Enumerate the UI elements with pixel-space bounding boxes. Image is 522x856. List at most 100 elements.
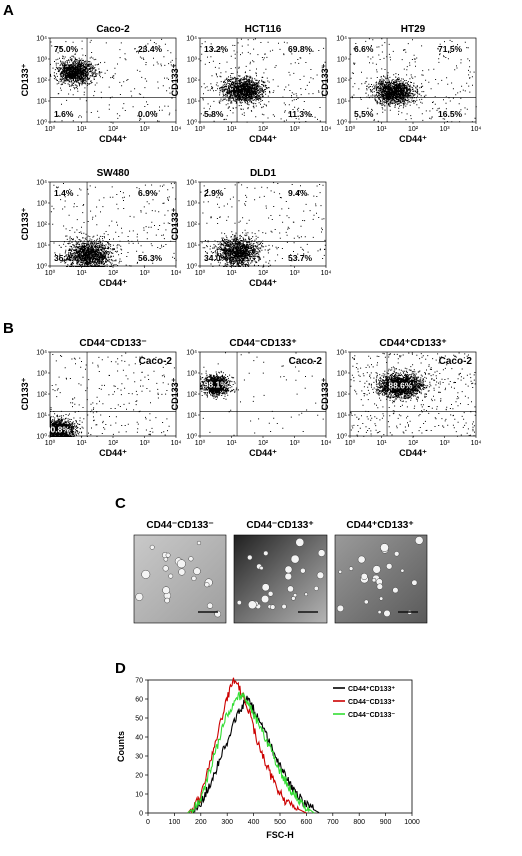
quadrant-percent-ur: 6.9% <box>138 188 158 198</box>
y-axis-label: CD133⁺ <box>20 63 30 96</box>
x-tick-label: 10² <box>108 440 119 447</box>
plot-title: CD44⁻CD133⁺ <box>229 338 296 349</box>
cell-sphere <box>290 554 300 564</box>
hist-y-tick-label: 30 <box>135 754 143 761</box>
cell-sphere <box>188 556 194 562</box>
hist-x-tick-label: 400 <box>248 819 260 826</box>
hist-y-tick-label: 10 <box>135 792 143 799</box>
y-tick-label: 10⁰ <box>36 433 47 441</box>
cell-sphere <box>284 565 293 574</box>
cell-sphere <box>135 592 144 601</box>
hist-x-tick-label: 800 <box>353 819 365 826</box>
population-percent: 90.8% <box>46 425 71 435</box>
y-tick-label: 10² <box>37 392 48 399</box>
x-tick-label: 10³ <box>289 440 300 447</box>
cell-sphere <box>379 596 384 601</box>
histogram-chart: 0 100 200 300 400 500 600 700 800 900 1000 0 10 20 30 4… <box>116 678 420 841</box>
cell-sphere <box>300 567 306 574</box>
cell-sphere <box>284 572 292 581</box>
cell-sphere <box>281 604 287 610</box>
cell-sphere <box>259 566 264 571</box>
quadrant-percent-ur: 71.5% <box>438 44 463 54</box>
x-tick-label: 10⁰ <box>45 125 56 133</box>
y-tick-label: 10⁰ <box>36 119 47 127</box>
quadrant-percent-ll: 5.5% <box>354 109 374 119</box>
y-tick-label: 10³ <box>187 371 198 378</box>
x-tick-label: 10⁰ <box>195 439 206 447</box>
x-tick-label: 10⁰ <box>345 125 356 133</box>
y-tick-label: 10³ <box>37 201 48 208</box>
plot-subtitle: Caco-2 <box>139 356 173 367</box>
micrograph-2 <box>233 534 328 624</box>
cell-sphere <box>162 586 170 595</box>
plot-subtitle: Caco-2 <box>439 356 473 367</box>
cell-sphere <box>165 552 171 558</box>
y-tick-label: 10¹ <box>187 99 198 106</box>
cell-sphere <box>317 549 326 557</box>
x-tick-label: 10³ <box>139 440 150 447</box>
cell-sphere <box>313 585 319 591</box>
x-tick-label: 10⁰ <box>45 269 56 277</box>
quadrant-percent-lr: 56.3% <box>138 253 163 263</box>
x-tick-label: 10¹ <box>76 440 87 447</box>
y-tick-label: 10¹ <box>37 413 48 420</box>
cell-sphere <box>386 563 393 570</box>
cell-sphere <box>316 571 325 579</box>
cell-sphere <box>270 604 276 610</box>
cell-sphere <box>261 583 270 592</box>
hist-x-tick-label: 900 <box>380 819 392 826</box>
y-axis-label: CD133⁺ <box>170 63 180 96</box>
x-axis-label: CD44⁺ <box>99 278 127 288</box>
y-tick-label: 10⁰ <box>336 433 347 441</box>
hist-x-tick-label: 600 <box>301 819 313 826</box>
plot-title: HCT116 <box>245 24 282 35</box>
population-percent: 88.6% <box>388 381 413 391</box>
hist-x-tick-label: 1000 <box>404 819 420 826</box>
cell-sphere <box>261 595 270 604</box>
cell-sphere <box>376 583 383 590</box>
cell-sphere <box>191 575 197 581</box>
scatter-points <box>50 38 177 123</box>
y-tick-label: 10⁴ <box>36 350 47 357</box>
quadrant-percent-ul: 13.2% <box>204 44 229 54</box>
y-axis-label: CD133⁺ <box>320 377 330 410</box>
quadrant-percent-ll: 34.0% <box>204 253 229 263</box>
y-tick-label: 10⁴ <box>336 36 347 43</box>
x-axis-label: CD44⁺ <box>249 278 277 288</box>
x-tick-label: 10¹ <box>76 126 87 133</box>
x-tick-label: 10² <box>258 270 269 277</box>
image-title-3: CD44⁺CD133⁺ <box>346 520 413 531</box>
y-tick-label: 10³ <box>337 57 348 64</box>
legend-label: CD44⁻CD133⁺ <box>348 699 395 706</box>
image-title-2: CD44⁻CD133⁺ <box>246 520 313 531</box>
cell-sphere <box>348 566 354 571</box>
hist-y-axis-label: Counts <box>116 731 126 762</box>
cell-sphere <box>163 557 169 562</box>
y-tick-label: 10² <box>37 222 48 229</box>
x-axis-label: CD44⁺ <box>99 134 127 144</box>
quadrant-percent-lr: 0.0% <box>138 109 158 119</box>
y-tick-label: 10¹ <box>187 413 198 420</box>
hist-series-line <box>187 691 315 814</box>
x-tick-label: 10⁴ <box>321 270 332 277</box>
micrograph-panel: CD44⁻CD133⁻ CD44⁻CD133⁺ CD44⁺CD133⁺ <box>133 520 428 624</box>
x-tick-label: 10¹ <box>76 270 87 277</box>
quadrant-percent-ur: 23.4% <box>138 44 163 54</box>
cell-sphere <box>204 582 210 588</box>
scatter-points <box>50 182 177 267</box>
panel-label-a: A <box>3 2 14 19</box>
x-tick-label: 10³ <box>439 440 450 447</box>
y-axis-label: CD133⁺ <box>170 377 180 410</box>
cell-sphere <box>263 550 269 556</box>
quadrant-percent-ul: 75.0% <box>54 44 79 54</box>
y-tick-label: 10² <box>187 392 198 399</box>
plot-title: DLD1 <box>250 168 277 179</box>
x-tick-label: 10³ <box>439 126 450 133</box>
x-tick-label: 10¹ <box>226 126 237 133</box>
cell-sphere <box>414 536 424 545</box>
cell-sphere <box>206 602 214 609</box>
panel-label-d: D <box>115 660 126 677</box>
